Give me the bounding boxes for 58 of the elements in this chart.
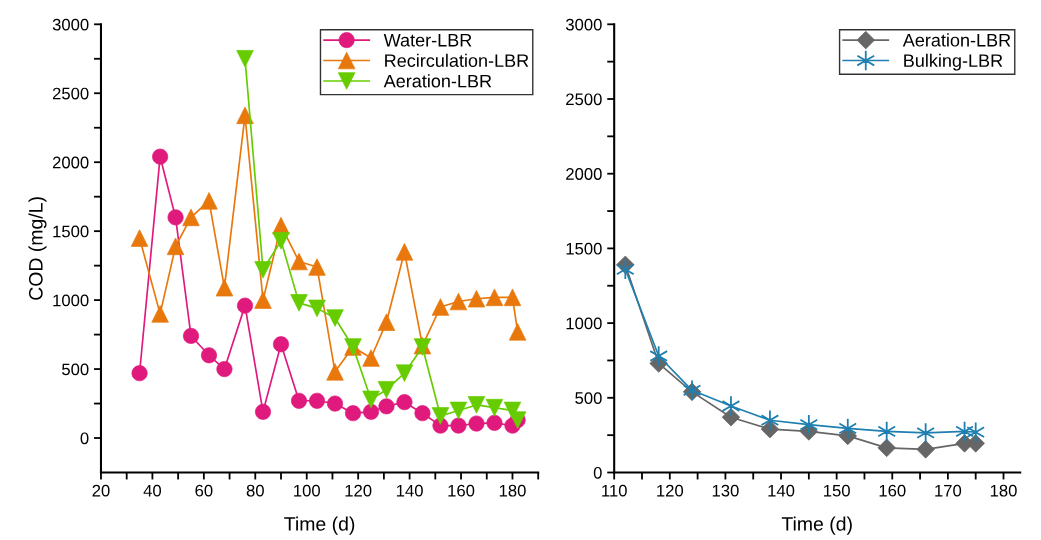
x-tick-label: 160 (879, 484, 906, 497)
y-tick-label: 2500 (52, 87, 89, 100)
y-tick-label: 2000 (566, 168, 602, 180)
x-axis-title: Time (d) (284, 516, 355, 535)
y-axis-title: COD (mg/L) (28, 197, 47, 300)
point (955, 420, 974, 443)
legend-label: Aeration-LBR (902, 33, 1011, 47)
y-tick-label: 0 (80, 432, 89, 445)
x-tick-label: 180 (499, 484, 526, 497)
x-tick-label: 20 (92, 484, 110, 497)
point (615, 258, 635, 280)
y-tick-label: 0 (593, 466, 602, 479)
legend-label: Water-LBR (383, 33, 472, 47)
point (396, 394, 413, 411)
x-tick-label: 170 (935, 484, 962, 497)
x-tick-label: 80 (246, 484, 264, 497)
x-axis-title: Time (d) (781, 516, 852, 535)
x-tick-label: 100 (294, 484, 320, 497)
point (131, 365, 148, 382)
legend-label: Recirculation-LBR (385, 53, 529, 68)
x-tick-label: 120 (657, 484, 684, 497)
x-tick-label: 150 (824, 484, 850, 497)
x-tick-label: 120 (345, 484, 372, 497)
point (449, 292, 468, 311)
y-tick-label: 3000 (52, 18, 89, 31)
x-tick-label: 160 (448, 484, 475, 497)
point (966, 421, 986, 443)
point (467, 290, 486, 308)
y-tick-label: 1000 (566, 317, 602, 330)
point (760, 409, 780, 431)
point (916, 422, 935, 444)
point (308, 299, 326, 318)
y-tick-label: 500 (575, 392, 602, 404)
x-tick-label: 180 (990, 484, 1017, 497)
point (799, 414, 819, 436)
point (414, 405, 431, 422)
y-tick-label: 1500 (566, 242, 602, 255)
y-tick-label: 3000 (565, 18, 602, 31)
legend-label: Aeration-LBR (383, 74, 492, 88)
x-tick-label: 130 (712, 484, 739, 497)
legend-label: Bulking-LBR (904, 53, 1003, 71)
point (877, 420, 897, 443)
point (236, 50, 254, 68)
x-tick-label: 140 (768, 484, 795, 497)
point (362, 390, 380, 409)
x-tick-label: 110 (602, 484, 627, 497)
point (721, 395, 741, 417)
y-tick-label: 1500 (53, 225, 89, 238)
y-tick-label: 1000 (53, 294, 89, 307)
x-tick-label: 40 (143, 484, 162, 497)
x-tick-label: 60 (195, 484, 213, 497)
y-tick-label: 500 (62, 363, 89, 376)
y-tick-label: 2500 (566, 93, 602, 106)
point (485, 399, 504, 417)
x-tick-label: 140 (396, 484, 423, 497)
point (649, 345, 669, 367)
point (838, 417, 858, 440)
y-tick-label: 2000 (52, 156, 89, 169)
